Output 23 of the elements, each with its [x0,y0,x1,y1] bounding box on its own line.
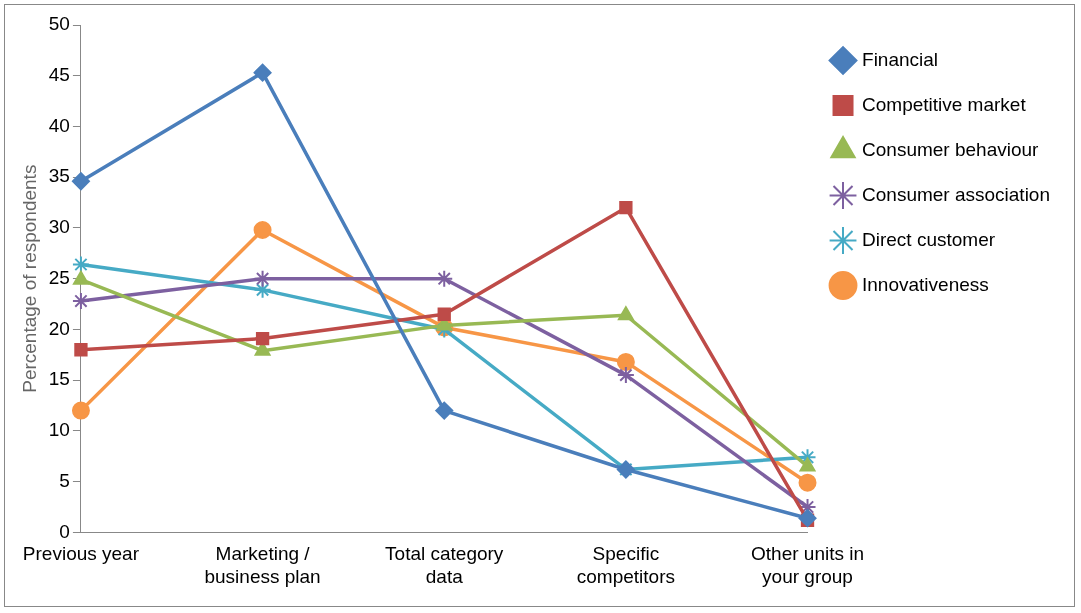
y-tick-label: 35 [48,165,70,187]
legend-label: Consumer behaviour [862,138,1040,160]
y-tick-label: 40 [48,114,70,136]
legend-label: Consumer association [862,183,1051,205]
y-tick-label: 30 [48,216,70,238]
y-tick-label: 10 [48,419,70,441]
x-tick-label: Marketing / business plan [204,543,321,587]
y-axis-title: Percentage of respondents [18,164,40,393]
y-tick-label: 45 [48,63,70,85]
y-tick-label: 25 [48,266,70,288]
x-tick-label: Total category data [385,543,504,587]
y-tick-label: 50 [48,13,70,35]
legend-label: Financial [862,48,939,70]
y-tick-label: 5 [59,469,70,491]
legend-label: Competitive market [862,93,1027,115]
x-tick-label: Previous year [22,543,140,565]
x-tick-label: Specific competitors [576,543,675,587]
x-tick-label: Other units in your group [751,543,865,587]
y-tick-label: 15 [48,368,70,390]
y-tick-label: 20 [48,317,70,339]
y-tick-label: 0 [59,520,70,542]
legend-label: Direct customer [862,228,996,250]
legend-label: Innovativeness [862,273,989,295]
